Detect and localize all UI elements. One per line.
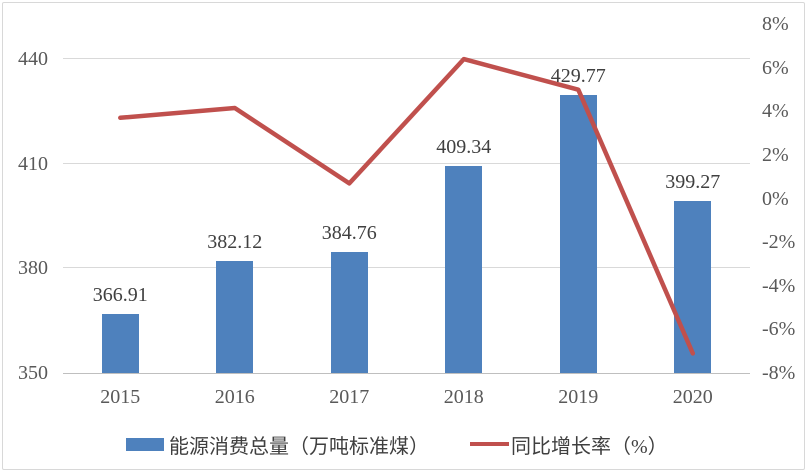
right-axis-tick-label: -6% (762, 318, 796, 341)
bar-2018 (445, 165, 483, 373)
bar-series-swatch-icon (126, 437, 164, 451)
x-axis-label-2018: 2018 (443, 386, 484, 408)
left-axis-tick-label: 440 (18, 47, 48, 70)
right-axis-tick-label: 0% (762, 187, 789, 210)
legend-item-energy-total: 能源消费总量（万吨标准煤） (126, 430, 429, 459)
legend-item-growth-rate: 同比增长率（%） (470, 430, 668, 459)
bar-2015 (101, 313, 139, 373)
x-axis-label-2016: 2016 (214, 386, 255, 408)
bar-series-legend-label: 能源消费总量（万吨标准煤） (169, 435, 429, 458)
right-axis-tick-label: -2% (762, 231, 796, 254)
bar-data-label: 366.91 (92, 283, 148, 306)
left-axis-tick-label: 380 (18, 257, 48, 280)
left-axis-tick-label: 350 (18, 362, 48, 384)
legend: 能源消费总量（万吨标准煤） 同比增长率（%） (126, 430, 668, 459)
right-axis-tick-label: 8% (762, 13, 789, 35)
gridline (63, 57, 750, 59)
x-axis-line (63, 373, 750, 374)
right-axis-tick-labels: 8% 6% 4% 2% 0% -2% -4% -6% -8% (762, 14, 808, 383)
bar-data-label: 399.27 (665, 171, 721, 194)
bar-data-label: 384.76 (321, 221, 377, 244)
gridline (63, 162, 750, 164)
left-axis-tick-label: 410 (18, 152, 48, 175)
line-series-swatch-icon (470, 441, 509, 447)
bar-2017 (330, 251, 368, 373)
right-axis-tick-label: 4% (762, 100, 789, 123)
bar-data-label: 429.77 (550, 64, 606, 87)
x-axis-label-2017: 2017 (329, 386, 370, 408)
x-axis-label-2020: 2020 (672, 386, 713, 408)
growth-rate-polyline (118, 56, 696, 356)
gridline (63, 267, 750, 269)
left-axis-tick-labels: 350 380 410 440 (0, 24, 50, 383)
bar-data-label: 409.34 (436, 135, 492, 158)
right-axis-tick-label: 6% (762, 56, 789, 79)
growth-rate-line (118, 56, 696, 356)
bar-2016 (216, 260, 254, 373)
bar-2020 (674, 201, 712, 373)
right-axis-tick-label: -4% (762, 274, 796, 297)
x-axis-label-2015: 2015 (100, 386, 141, 408)
right-axis-tick-label: 2% (762, 143, 789, 166)
bar-2019 (559, 94, 597, 373)
plot-area: 366.91 382.12 384.76 409.34 429.77 399.27 (63, 24, 750, 374)
x-axis-label-2019: 2019 (558, 386, 599, 408)
line-series-legend-label: 同比增长率（%） (511, 435, 668, 458)
right-axis-tick-label: -8% (762, 362, 796, 384)
bar-data-label: 382.12 (207, 230, 263, 253)
x-axis-tick-labels: 2015 2016 2017 2018 2019 2020 (63, 386, 750, 410)
